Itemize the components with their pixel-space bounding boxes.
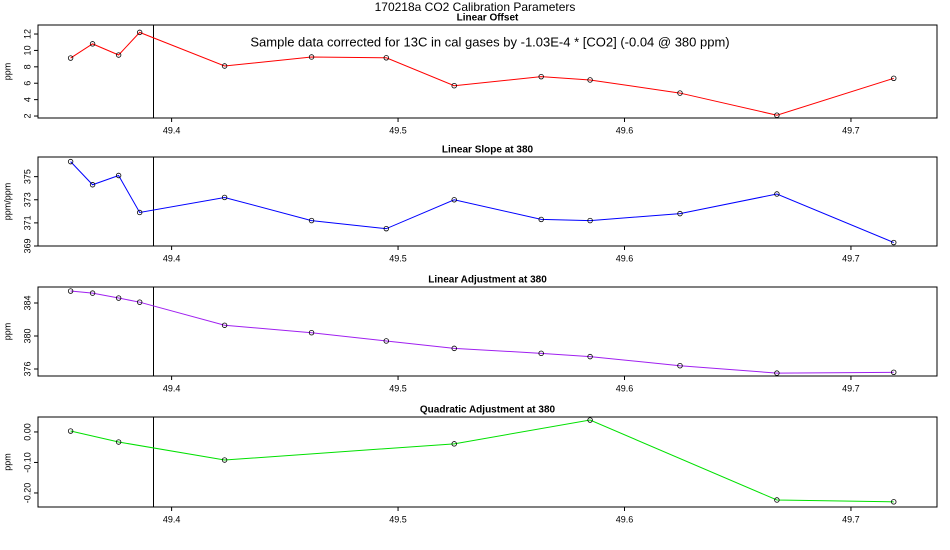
y-axis-label: ppm/ppm bbox=[2, 183, 12, 221]
x-tick-label: 49.6 bbox=[616, 514, 634, 524]
panel-title: Quadratic Adjustment at 380 bbox=[420, 405, 556, 416]
y-tick-label: 12 bbox=[22, 29, 32, 39]
data-point bbox=[677, 362, 683, 369]
y-tick-label: 369 bbox=[22, 238, 32, 253]
data-point bbox=[891, 239, 897, 246]
data-point bbox=[221, 457, 228, 463]
x-tick-label: 49.4 bbox=[163, 253, 181, 263]
data-point bbox=[89, 290, 96, 296]
y-axis-label: ppm bbox=[2, 453, 12, 471]
data-point bbox=[891, 499, 897, 505]
data-point bbox=[587, 353, 593, 360]
y-tick-label: 373 bbox=[22, 192, 32, 207]
y-tick-label: 0.00 bbox=[22, 423, 32, 441]
y-tick-label: 375 bbox=[22, 169, 32, 184]
data-point bbox=[774, 112, 780, 118]
data-line bbox=[70, 31, 894, 116]
x-tick-label: 49.4 bbox=[163, 383, 181, 393]
data-point bbox=[115, 295, 122, 301]
data-point bbox=[538, 350, 544, 357]
plot-frame bbox=[37, 286, 938, 377]
data-point bbox=[221, 322, 228, 328]
x-tick-label: 49.5 bbox=[389, 253, 407, 263]
data-point bbox=[115, 172, 122, 179]
y-tick-label: 2 bbox=[22, 114, 32, 119]
x-tick-label: 49.7 bbox=[842, 253, 860, 263]
data-line bbox=[70, 161, 894, 243]
data-point bbox=[891, 369, 897, 375]
data-point bbox=[383, 225, 389, 232]
data-point bbox=[774, 370, 780, 376]
x-tick-label: 49.6 bbox=[616, 125, 634, 135]
data-point bbox=[136, 299, 143, 305]
x-tick-label: 49.7 bbox=[842, 514, 860, 524]
x-tick-label: 49.7 bbox=[842, 383, 860, 393]
panel-title: Linear Adjustment at 380 bbox=[428, 275, 547, 286]
y-axis-label: ppm bbox=[2, 63, 12, 81]
x-tick-label: 49.5 bbox=[389, 514, 407, 524]
data-line bbox=[70, 290, 894, 374]
data-point bbox=[587, 77, 593, 83]
y-tick-label: -0.20 bbox=[22, 483, 32, 504]
x-tick-label: 49.5 bbox=[389, 383, 407, 393]
data-point bbox=[383, 338, 389, 344]
data-point bbox=[136, 29, 143, 36]
data-point bbox=[677, 90, 683, 96]
data-point bbox=[221, 194, 228, 201]
data-point bbox=[221, 63, 228, 69]
y-tick-label: 8 bbox=[22, 64, 32, 69]
x-tick-label: 49.4 bbox=[163, 514, 181, 524]
panel-title: Linear Slope at 380 bbox=[442, 145, 534, 156]
x-tick-label: 49.6 bbox=[616, 383, 634, 393]
data-point bbox=[587, 217, 593, 224]
data-point bbox=[308, 217, 315, 224]
data-point bbox=[89, 41, 96, 47]
data-point bbox=[67, 55, 74, 61]
data-point bbox=[308, 329, 315, 336]
y-tick-label: 371 bbox=[22, 215, 32, 230]
data-point bbox=[538, 216, 544, 223]
y-tick-label: 380 bbox=[22, 328, 32, 343]
y-tick-label: 10 bbox=[22, 45, 32, 55]
y-axis-label: ppm bbox=[2, 323, 12, 341]
data-point bbox=[451, 82, 457, 89]
x-tick-label: 49.4 bbox=[163, 125, 181, 135]
y-tick-label: 6 bbox=[22, 81, 32, 86]
data-point bbox=[136, 209, 143, 216]
data-point bbox=[67, 158, 74, 165]
data-point bbox=[587, 417, 593, 423]
data-line bbox=[70, 419, 894, 503]
plot-frame bbox=[37, 24, 938, 119]
data-point bbox=[115, 52, 122, 58]
data-point bbox=[67, 288, 74, 294]
data-point bbox=[677, 210, 683, 217]
data-point bbox=[308, 54, 315, 60]
data-point bbox=[115, 439, 122, 445]
data-point bbox=[774, 497, 780, 503]
panel-title: Linear Offset bbox=[457, 13, 519, 24]
x-tick-label: 49.5 bbox=[389, 125, 407, 135]
page-title: 170218a CO2 Calibration Parameters bbox=[375, 0, 576, 14]
y-tick-label: 384 bbox=[22, 295, 32, 310]
data-point bbox=[383, 55, 389, 61]
data-point bbox=[89, 182, 96, 188]
data-point bbox=[774, 191, 780, 197]
data-point bbox=[451, 197, 457, 203]
x-tick-label: 49.6 bbox=[616, 253, 634, 263]
annotation: Sample data corrected for 13C in cal gas… bbox=[250, 34, 729, 49]
x-tick-label: 49.7 bbox=[842, 125, 860, 135]
y-tick-label: -0.10 bbox=[22, 452, 32, 473]
y-tick-label: 376 bbox=[22, 361, 32, 376]
y-tick-label: 4 bbox=[22, 97, 32, 102]
data-point bbox=[451, 345, 457, 352]
data-point bbox=[891, 75, 897, 82]
data-point bbox=[538, 73, 544, 80]
data-point bbox=[451, 441, 457, 447]
plot-frame bbox=[37, 156, 938, 247]
data-point bbox=[67, 428, 74, 434]
